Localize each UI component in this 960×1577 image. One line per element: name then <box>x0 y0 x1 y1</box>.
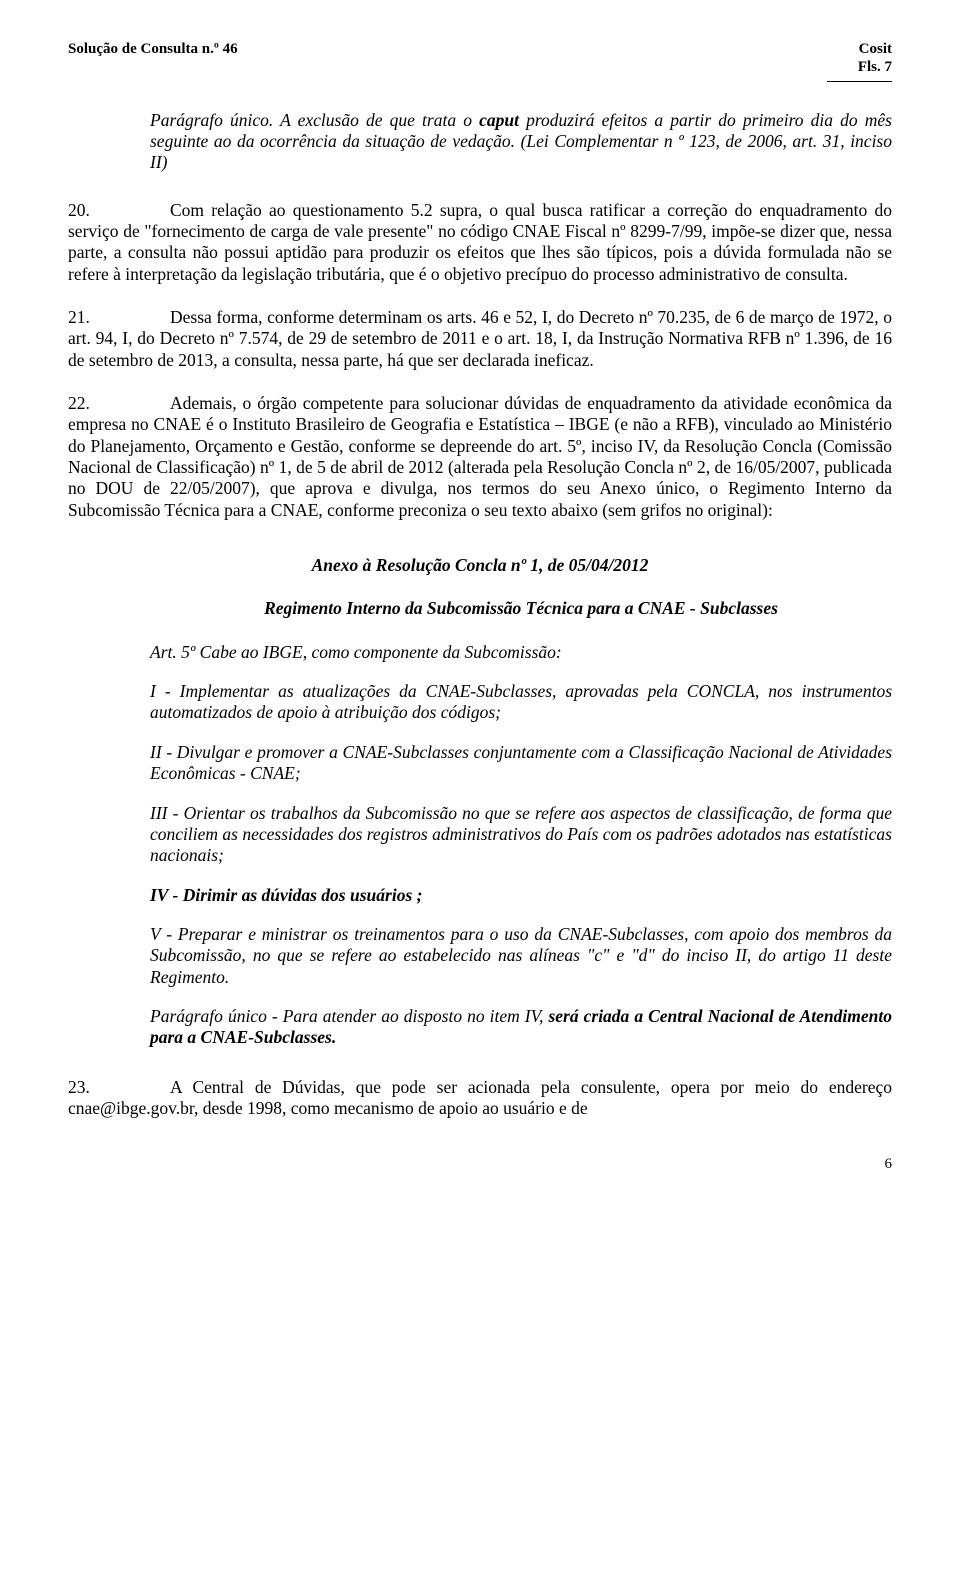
paragraph-23: 23.A Central de Dúvidas, que pode ser ac… <box>68 1077 892 1120</box>
para-text-22: Ademais, o órgão competente para solucio… <box>68 393 892 520</box>
para-text-21: Dessa forma, conforme determinam os arts… <box>68 307 892 370</box>
para-num-22: 22. <box>68 393 170 414</box>
inciso-5: V - Preparar e ministrar os treinamentos… <box>150 924 892 988</box>
para-text-23: A Central de Dúvidas, que pode ser acion… <box>68 1077 892 1118</box>
header-rule <box>827 81 892 82</box>
para-text-20: Com relação ao questionamento 5.2 supra,… <box>68 200 892 284</box>
paragraph-21: 21.Dessa forma, conforme determinam os a… <box>68 307 892 371</box>
quote-caput-bold: caput <box>479 110 519 130</box>
anexo-title: Anexo à Resolução Concla nº 1, de 05/04/… <box>68 555 892 576</box>
art-5: Art. 5º Cabe ao IBGE, como componente da… <box>150 642 892 663</box>
para-num-23: 23. <box>68 1077 170 1098</box>
paragraph-20: 20.Com relação ao questionamento 5.2 sup… <box>68 200 892 285</box>
regimento-title: Regimento Interno da Subcomissão Técnica… <box>150 598 892 619</box>
pu-pre: Parágrafo único - Para atender ao dispos… <box>150 1006 548 1026</box>
inciso-4: IV - Dirimir as dúvidas dos usuários ; <box>150 885 892 906</box>
header-fls: Fls. 7 <box>858 58 892 76</box>
para-num-20: 20. <box>68 200 170 221</box>
inciso-3: III - Orientar os trabalhos da Subcomiss… <box>150 803 892 867</box>
paragraph-22: 22.Ademais, o órgão competente para solu… <box>68 393 892 521</box>
header-right: Cosit Fls. 7 <box>858 40 892 77</box>
quote-paragrafo-unico: Parágrafo único. A exclusão de que trata… <box>150 110 892 174</box>
quote-lead: Parágrafo único. <box>150 110 273 130</box>
para-num-21: 21. <box>68 307 170 328</box>
paragrafo-unico-inner: Parágrafo único - Para atender ao dispos… <box>150 1006 892 1049</box>
inciso-1: I - Implementar as atualizações da CNAE-… <box>150 681 892 724</box>
header-left: Solução de Consulta n.º 46 <box>68 40 238 77</box>
header-cosit: Cosit <box>858 40 892 58</box>
page-header: Solução de Consulta n.º 46 Cosit Fls. 7 <box>68 40 892 77</box>
inciso-2: II - Divulgar e promover a CNAE-Subclass… <box>150 742 892 785</box>
page-number: 6 <box>68 1155 892 1173</box>
quote-text-1: A exclusão de que trata o <box>273 110 479 130</box>
